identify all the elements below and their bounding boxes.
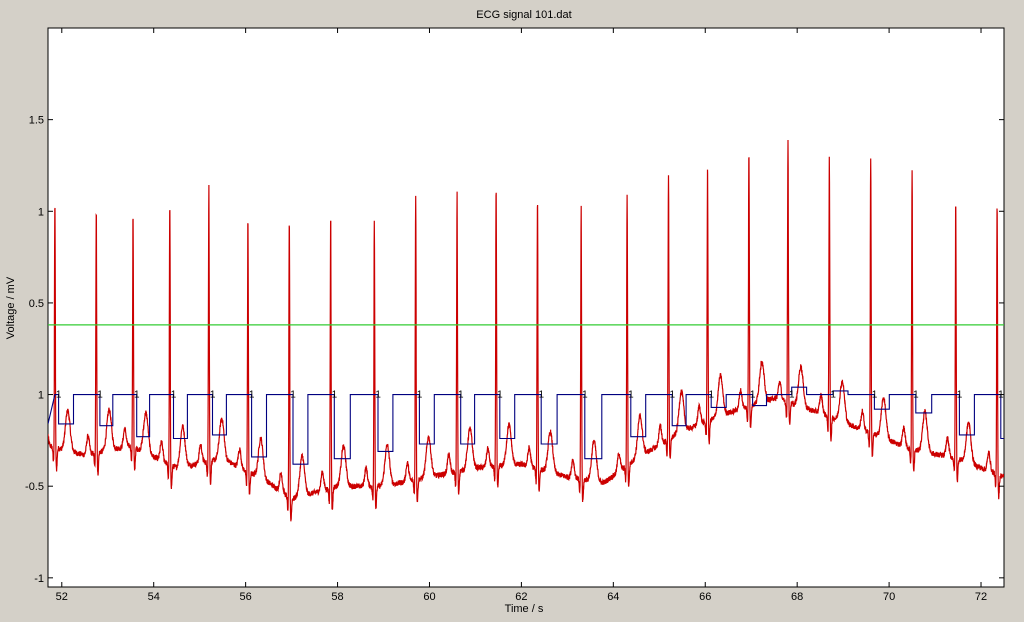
x-tick-label: 62	[515, 591, 527, 603]
x-axis-label: Time / s	[505, 603, 544, 615]
detection-marker-label: 1	[134, 390, 140, 401]
detection-marker-label: 1	[210, 390, 216, 401]
y-tick-label: 1	[38, 390, 44, 402]
chart-title: ECG signal 101.dat	[476, 9, 571, 21]
detection-marker-label: 1	[56, 390, 62, 401]
x-tick-label: 52	[56, 591, 68, 603]
detection-step-line	[48, 386, 1004, 465]
detection-marker-label: 1	[171, 390, 177, 401]
detection-marker-label: 1	[290, 390, 296, 401]
detection-marker-label: 1	[417, 390, 423, 401]
detection-marker-label: 1	[830, 390, 836, 401]
detection-marker-label: 1	[957, 390, 963, 401]
x-tick-label: 70	[883, 591, 895, 603]
tick-layer: 52 54 56 58 60 62 64 66 68 70 72 -1 -0.5 1 0.5 1 1.5	[25, 28, 1004, 603]
x-tick-label: 56	[240, 591, 252, 603]
detection-marker-label: 1	[497, 390, 503, 401]
detection-marker-label: 1	[538, 390, 544, 401]
x-tick-label: 54	[148, 591, 160, 603]
x-tick-label: 68	[791, 591, 803, 603]
y-tick-label: 1	[38, 206, 44, 218]
detection-marker-label: 1	[249, 390, 255, 401]
x-tick-label: 60	[423, 591, 435, 603]
x-tick-label: 66	[699, 591, 711, 603]
y-axis-label: Voltage / mV	[5, 276, 17, 339]
detection-marker-label: 1	[709, 390, 715, 401]
detection-marker-label: 1	[872, 390, 878, 401]
x-tick-label: 64	[607, 591, 619, 603]
y-tick-label: 0.5	[29, 298, 44, 310]
x-tick-label: 72	[975, 591, 987, 603]
y-tick-label: -1	[34, 573, 44, 585]
detection-marker-label: 1	[458, 390, 464, 401]
detection-marker-label: 1	[669, 390, 675, 401]
x-tick-label: 58	[331, 591, 343, 603]
y-tick-label: 1.5	[29, 115, 44, 127]
plot-area	[47, 27, 1005, 588]
detection-marker-label: 1	[913, 390, 919, 401]
detection-marker-label: 1	[375, 390, 381, 401]
y-tick-label: -0.5	[25, 481, 44, 493]
detection-marker-label: 1	[750, 390, 756, 401]
detection-marker-label: 1	[582, 390, 588, 401]
detection-marker-label: 1	[332, 390, 338, 401]
ecg-series-line	[48, 139, 1004, 522]
detection-marker-label: 1	[97, 390, 103, 401]
detection-marker-label: 1	[628, 390, 634, 401]
detection-marker-label: 1	[789, 390, 795, 401]
